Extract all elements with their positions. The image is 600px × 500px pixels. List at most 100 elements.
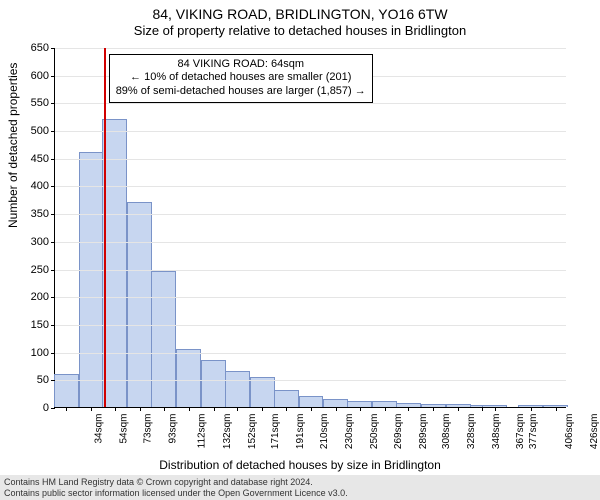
y-tick-label: 0 <box>15 402 49 414</box>
x-tick-label: 112sqm <box>196 414 207 449</box>
y-tick-label: 250 <box>15 264 49 276</box>
y-tick-mark <box>51 297 55 298</box>
y-tick-mark <box>51 325 55 326</box>
x-tick-mark <box>115 407 116 411</box>
x-tick-label: 132sqm <box>222 414 233 450</box>
bar <box>299 396 324 407</box>
title-block: 84, VIKING ROAD, BRIDLINGTON, YO16 6TW S… <box>0 0 600 38</box>
x-tick-mark <box>433 407 434 411</box>
y-tick-mark <box>51 270 55 271</box>
bar <box>127 202 152 407</box>
plot-area: 0501001502002503003504004505005506006503… <box>54 48 566 408</box>
x-tick-mark <box>311 407 312 411</box>
attribution-line-1: Contains HM Land Registry data © Crown c… <box>4 477 596 487</box>
y-axis-label: Number of detached properties <box>6 63 20 228</box>
y-tick-label: 500 <box>15 125 49 137</box>
x-tick-label: 406sqm <box>564 414 575 450</box>
attribution-line-2: Contains public sector information licen… <box>4 488 596 498</box>
x-tick-label: 289sqm <box>418 414 429 450</box>
bar <box>176 349 201 407</box>
bar <box>54 374 79 407</box>
x-tick-mark <box>495 407 496 411</box>
y-tick-label: 200 <box>15 291 49 303</box>
x-tick-label: 377sqm <box>528 414 539 450</box>
annotation-line: 84 VIKING ROAD: 64sqm <box>116 58 366 72</box>
x-tick-label: 426sqm <box>589 414 600 450</box>
y-tick-mark <box>51 186 55 187</box>
y-tick-mark <box>51 353 55 354</box>
page-title: 84, VIKING ROAD, BRIDLINGTON, YO16 6TW <box>0 6 600 22</box>
gridline-h <box>55 242 566 243</box>
y-tick-label: 300 <box>15 236 49 248</box>
x-tick-label: 308sqm <box>441 414 452 450</box>
gridline-h <box>55 270 566 271</box>
x-tick-mark <box>66 407 67 411</box>
gridline-h <box>55 325 566 326</box>
x-tick-label: 269sqm <box>393 414 404 450</box>
x-axis-label: Distribution of detached houses by size … <box>0 458 600 472</box>
x-tick-mark <box>385 407 386 411</box>
y-tick-label: 400 <box>15 180 49 192</box>
annotation-box: 84 VIKING ROAD: 64sqm← 10% of detached h… <box>109 54 373 103</box>
bar <box>274 390 299 407</box>
y-tick-label: 450 <box>15 153 49 165</box>
gridline-h <box>55 131 566 132</box>
y-tick-mark <box>51 214 55 215</box>
x-tick-mark <box>140 407 141 411</box>
y-tick-mark <box>51 159 55 160</box>
bar <box>201 360 226 407</box>
x-tick-label: 230sqm <box>344 414 355 450</box>
y-tick-mark <box>51 48 55 49</box>
x-tick-mark <box>237 407 238 411</box>
y-tick-label: 50 <box>15 374 49 386</box>
x-tick-mark <box>286 407 287 411</box>
annotation-line: ← 10% of detached houses are smaller (20… <box>116 71 366 85</box>
y-tick-label: 550 <box>15 97 49 109</box>
attribution-box: Contains HM Land Registry data © Crown c… <box>0 475 600 500</box>
x-tick-mark <box>336 407 337 411</box>
gridline-h <box>55 214 566 215</box>
chart-area: 0501001502002503003504004505005506006503… <box>54 48 566 408</box>
x-tick-mark <box>164 407 165 411</box>
x-tick-mark <box>262 407 263 411</box>
y-tick-label: 150 <box>15 319 49 331</box>
x-tick-mark <box>531 407 532 411</box>
bar <box>79 152 104 407</box>
gridline-h <box>55 186 566 187</box>
bar <box>323 399 348 407</box>
x-tick-mark <box>408 407 409 411</box>
x-tick-label: 210sqm <box>319 414 330 450</box>
y-tick-mark <box>51 76 55 77</box>
gridline-h <box>55 380 566 381</box>
y-tick-mark <box>51 103 55 104</box>
gridline-h <box>55 353 566 354</box>
x-tick-label: 367sqm <box>515 414 526 450</box>
bar <box>102 119 127 407</box>
x-tick-mark <box>556 407 557 411</box>
y-tick-label: 350 <box>15 208 49 220</box>
bar <box>151 271 176 407</box>
y-tick-label: 600 <box>15 70 49 82</box>
x-tick-mark <box>91 407 92 411</box>
x-tick-label: 328sqm <box>466 414 477 450</box>
x-tick-label: 191sqm <box>295 414 306 450</box>
gridline-h <box>55 48 566 49</box>
y-tick-label: 100 <box>15 347 49 359</box>
x-tick-mark <box>360 407 361 411</box>
y-tick-mark <box>51 242 55 243</box>
x-tick-label: 250sqm <box>369 414 380 450</box>
x-tick-mark <box>482 407 483 411</box>
page-subtitle: Size of property relative to detached ho… <box>0 23 600 38</box>
y-tick-mark <box>51 408 55 409</box>
x-tick-mark <box>214 407 215 411</box>
y-tick-label: 650 <box>15 42 49 54</box>
x-tick-mark <box>458 407 459 411</box>
x-tick-mark <box>189 407 190 411</box>
gridline-h <box>55 103 566 104</box>
annotation-line: 89% of semi-detached houses are larger (… <box>116 85 366 99</box>
gridline-h <box>55 159 566 160</box>
x-tick-label: 348sqm <box>491 414 502 450</box>
x-tick-label: 152sqm <box>247 414 258 450</box>
x-tick-label: 54sqm <box>119 414 130 444</box>
gridline-h <box>55 297 566 298</box>
